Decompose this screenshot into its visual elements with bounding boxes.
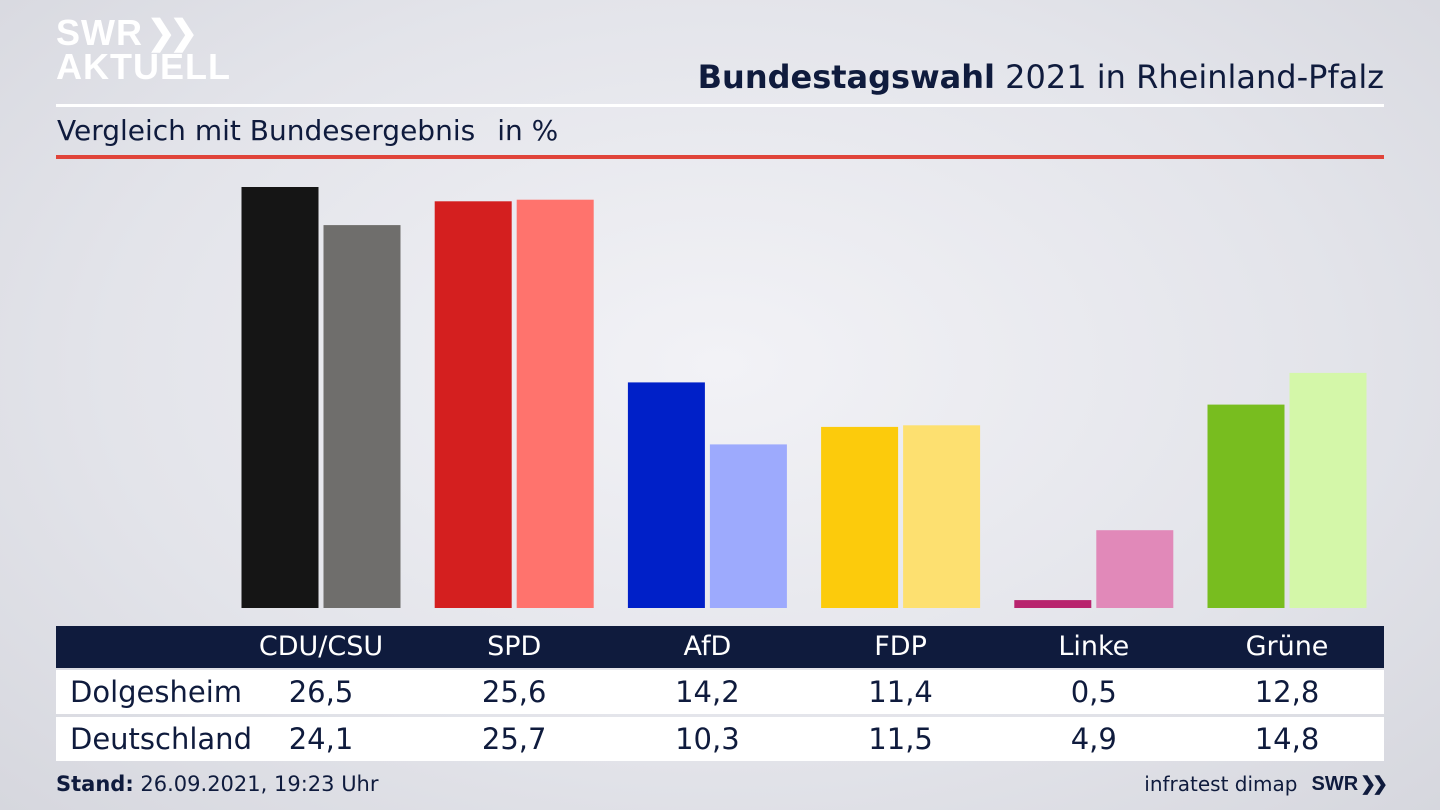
swr-small-logo: SWR ❯❯ <box>1311 772 1388 796</box>
swr-aktuell-logo: SWR ❯❯ AKTUELL <box>56 12 231 87</box>
logo-swr-text: SWR <box>56 12 143 53</box>
bar-fdp-dolgesheim <box>821 426 899 608</box>
category-label: CDU/CSU <box>258 631 384 662</box>
bar-spd-deutschland <box>516 199 594 608</box>
bar-cdu-csu-dolgesheim <box>241 187 319 608</box>
subtitle-text: Vergleich mit Bundesergebnis <box>57 114 476 147</box>
divider-red <box>56 155 1384 159</box>
chart-subtitle: Vergleich mit Bundesergebnis in % <box>57 114 558 147</box>
double-chevron-icon: ❯❯ <box>1360 773 1388 795</box>
bar-afd-deutschland <box>709 444 787 608</box>
value-label: 14,8 <box>1254 722 1320 756</box>
bar-cdu-csu-deutschland <box>323 225 401 608</box>
title-rest: 2021 in Rheinland-Pfalz <box>1005 58 1384 96</box>
bar-afd-dolgesheim <box>627 382 705 608</box>
table-row: Dolgesheim 26,5 25,6 14,2 11,4 0,5 12,8 <box>56 670 1384 714</box>
category-label: AfD <box>683 631 732 662</box>
value-label: 14,2 <box>675 675 740 709</box>
value-label: 11,5 <box>868 722 933 756</box>
double-chevron-icon: ❯❯ <box>147 14 198 52</box>
value-label: 10,3 <box>675 722 740 756</box>
results-table-header: CDU/CSU SPD AfD FDP Linke Grüne <box>56 626 1384 668</box>
value-label: 26,5 <box>288 675 354 709</box>
bar-grüne-deutschland <box>1289 372 1367 608</box>
value-label: 25,6 <box>481 675 547 709</box>
series-label: Deutschland <box>70 722 252 756</box>
unit-text: in % <box>497 114 559 147</box>
series-label: Dolgesheim <box>70 675 243 709</box>
divider-top <box>56 104 1384 107</box>
title-bold: Bundestagswahl <box>697 58 995 96</box>
swr-small-text: SWR <box>1311 772 1359 795</box>
value-label: 24,1 <box>288 722 354 756</box>
category-label: SPD <box>487 631 542 662</box>
value-label: 25,7 <box>481 722 547 756</box>
logo-aktuell-text: AKTUELL <box>56 46 231 87</box>
bar-spd-dolgesheim <box>434 201 512 609</box>
page-title: Bundestagswahl 2021 in Rheinland-Pfalz <box>698 58 1384 96</box>
bar-fdp-deutschland <box>903 425 981 608</box>
bar-grüne-dolgesheim <box>1207 404 1285 608</box>
category-label: FDP <box>874 631 927 662</box>
source-text: infratest dimap <box>1144 772 1298 796</box>
bar-linke-deutschland <box>1096 530 1174 608</box>
category-label: Linke <box>1058 631 1130 662</box>
value-label: 12,8 <box>1254 675 1320 709</box>
bar-linke-dolgesheim <box>1014 600 1092 608</box>
value-label: 4,9 <box>1070 722 1117 756</box>
category-label: Grüne <box>1245 631 1329 662</box>
stand-value: 26.09.2021, 19:23 Uhr <box>140 772 379 796</box>
timestamp: Stand: 26.09.2021, 19:23 Uhr <box>56 772 379 796</box>
source-credit: infratest dimap SWR ❯❯ <box>1144 772 1388 796</box>
value-label: 11,4 <box>868 675 933 709</box>
table-row: Deutschland 24,1 25,7 10,3 11,5 4,9 14,8 <box>56 717 1384 761</box>
value-label: 0,5 <box>1070 675 1117 709</box>
stand-label: Stand: <box>56 772 134 796</box>
